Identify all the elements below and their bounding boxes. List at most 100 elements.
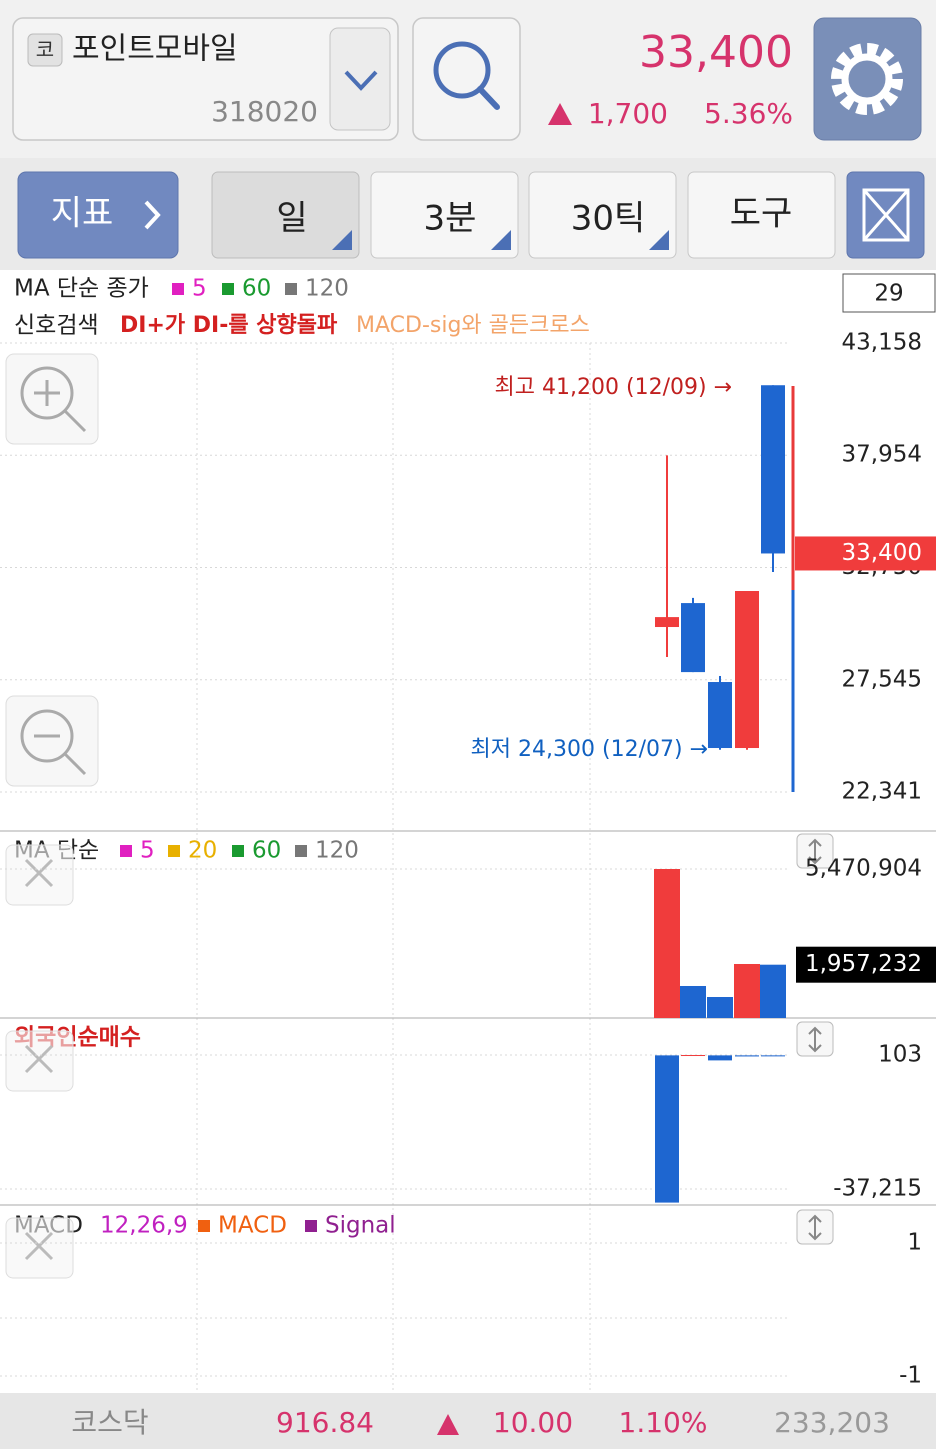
y-tick-label: -37,215 [833, 1176, 922, 1202]
y-tick-label: 27,545 [842, 666, 922, 692]
volume-bar [707, 997, 733, 1018]
tools-button[interactable] [687, 171, 836, 259]
legend-label: 120 [305, 276, 349, 302]
indicator-label: 지표 [51, 194, 114, 234]
settings-button[interactable] [813, 17, 922, 141]
legend-swatch [222, 283, 234, 295]
search-icon-handle [477, 86, 500, 110]
badge-bg [27, 33, 63, 67]
macd-legend: MACD Signal [198, 1213, 396, 1239]
index-value: 916.84 [276, 1406, 374, 1439]
tools-label: 도구 [730, 194, 793, 234]
volume-bar [760, 964, 786, 1018]
gear-icon [831, 43, 903, 115]
low-note: 최저 24,300 (12/07) → [471, 737, 708, 762]
indicator-chevron [144, 200, 161, 230]
search-button[interactable] [412, 17, 521, 141]
index-volume: 233,203 [774, 1406, 890, 1439]
close-buttons [5, 833, 834, 1279]
volume-bar [654, 869, 680, 1018]
net-buy-bar [735, 1055, 759, 1057]
y-tick-label: 22,341 [842, 779, 922, 805]
legend-swatch [198, 1220, 210, 1232]
legend-label: Signal [325, 1213, 396, 1239]
search-icon [433, 41, 491, 99]
stock-name: 포인트모바일 [72, 32, 238, 67]
zoom-out-icon [20, 709, 87, 776]
candle-body [681, 603, 705, 673]
period-label: 일 [276, 199, 307, 239]
y-tick-label: 103 [878, 1042, 922, 1068]
y-tick-label: 37,954 [842, 442, 922, 468]
legend-label: 5 [192, 276, 207, 302]
chevron-icon [344, 70, 378, 91]
up-arrow [437, 1414, 459, 1435]
y-tick-label: 5,470,904 [805, 856, 922, 882]
close-icon [24, 1044, 54, 1074]
legend-label: 20 [188, 838, 217, 864]
y-tick-label: 43,158 [842, 330, 922, 356]
current-volume-tag [796, 946, 936, 983]
legend-label: 60 [242, 276, 271, 302]
legend-swatch [232, 845, 244, 857]
candle-body [655, 617, 679, 628]
stock-box[interactable] [12, 17, 399, 141]
legend-swatch [168, 845, 180, 857]
current-price: 33,400 [639, 27, 793, 78]
corner-mark [649, 230, 669, 250]
legend-swatch [295, 845, 307, 857]
legend-label: 5 [140, 838, 155, 864]
high-note: 최고 41,200 (12/09) → [495, 375, 732, 400]
candle-body [735, 590, 759, 749]
candle-body [708, 682, 732, 749]
up-arrow [548, 103, 572, 125]
index-change: 10.00 [493, 1406, 573, 1439]
current-price-label: 33,400 [842, 540, 922, 566]
price-change-rate: 5.36% [704, 97, 793, 130]
volume-bar [734, 963, 760, 1018]
ma-legend: 5 20 60 120 [120, 838, 359, 864]
resize-icon [808, 1026, 822, 1053]
candle-body [761, 385, 785, 554]
legend-title: MA 단순 종가 [14, 276, 149, 302]
net-buy-bar [708, 1055, 732, 1061]
net-buy-bar [655, 1055, 679, 1203]
price-change: 1,700 [588, 97, 668, 130]
close-icon [24, 1231, 54, 1261]
period-button[interactable] [211, 171, 360, 259]
y-tick-label: -1 [899, 1363, 922, 1389]
market-badge: 코 [36, 38, 54, 62]
macd-params: 12,26,9 [100, 1213, 188, 1239]
y-tick-label: 1 [907, 1230, 922, 1256]
period-button[interactable] [370, 171, 519, 259]
signal-label: DI+가 DI-를 상향돌파 [120, 313, 338, 338]
legend-swatch [172, 283, 184, 295]
period-label: 3분 [424, 199, 477, 239]
current-price-tag [795, 536, 936, 571]
dropdown-button[interactable] [329, 27, 391, 131]
expand-icon [862, 188, 910, 242]
index-name: 코스닥 [71, 1406, 148, 1439]
legend-swatch [120, 845, 132, 857]
resize-icon [808, 838, 822, 865]
period-button[interactable] [528, 171, 677, 259]
zoom-in-icon [20, 366, 87, 433]
indicator-button[interactable] [17, 171, 179, 259]
signal-label: MACD-sig와 골든크로스 [356, 313, 590, 338]
volume-bar [680, 985, 706, 1018]
count: 29 [874, 281, 903, 307]
stock-code: 318020 [211, 95, 318, 128]
legend-label: MACD [218, 1213, 287, 1239]
corner-mark [491, 230, 511, 250]
legend-label: 60 [252, 838, 281, 864]
resize-icon [808, 1214, 822, 1241]
current-volume-label: 1,957,232 [805, 951, 922, 977]
close-icon [24, 858, 54, 888]
period-label: 30틱 [571, 199, 646, 239]
ma-legend: 5 60 120 [172, 276, 349, 302]
footer-bg [0, 1393, 936, 1449]
index-change-rate: 1.10% [619, 1406, 708, 1439]
legend-swatch [305, 1220, 317, 1232]
legend-label: 120 [315, 838, 359, 864]
